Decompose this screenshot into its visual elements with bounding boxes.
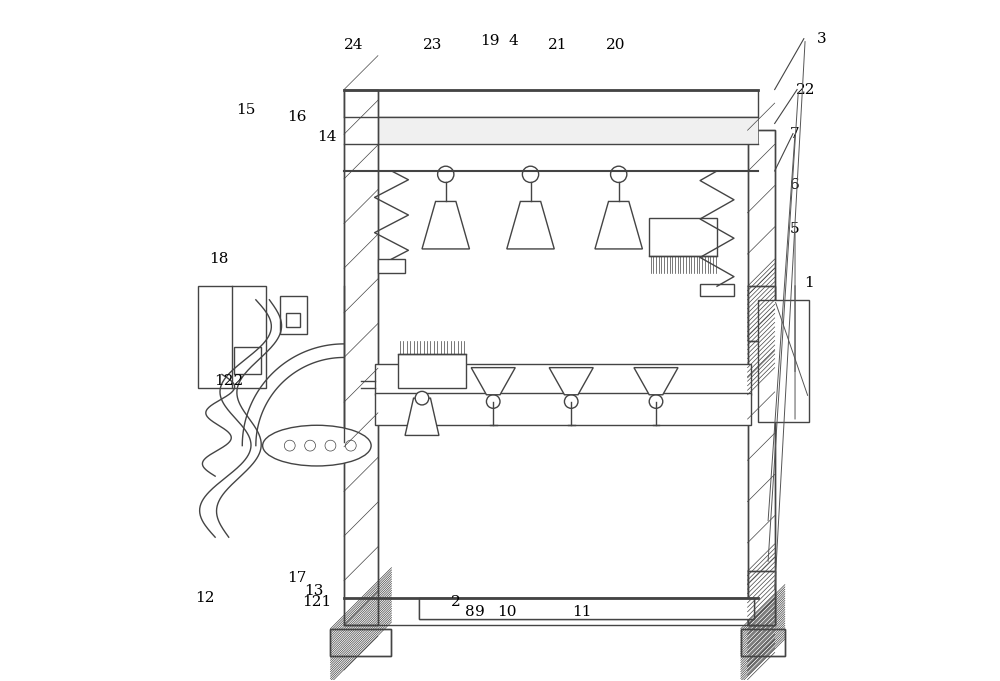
Text: 9: 9 <box>475 605 485 619</box>
Bar <box>741 629 785 656</box>
Text: 19: 19 <box>480 34 500 48</box>
Polygon shape <box>471 368 515 395</box>
Bar <box>758 300 809 422</box>
Text: 24: 24 <box>344 38 364 52</box>
Polygon shape <box>549 368 593 395</box>
Circle shape <box>284 440 295 451</box>
Text: 7: 7 <box>790 127 800 141</box>
Bar <box>700 284 734 296</box>
Text: 12: 12 <box>195 591 215 605</box>
Bar <box>748 130 775 625</box>
Polygon shape <box>422 202 469 249</box>
Bar <box>344 90 378 625</box>
Circle shape <box>345 440 356 451</box>
Text: 2: 2 <box>451 595 461 609</box>
Polygon shape <box>405 398 439 435</box>
Bar <box>748 286 775 340</box>
Text: 4: 4 <box>509 34 518 48</box>
Circle shape <box>522 166 539 183</box>
Bar <box>375 364 751 395</box>
Bar <box>748 286 775 340</box>
Circle shape <box>325 440 336 451</box>
Text: 20: 20 <box>606 38 625 52</box>
Bar <box>419 598 754 618</box>
Text: 17: 17 <box>287 571 306 585</box>
Text: 16: 16 <box>287 110 306 124</box>
Text: 13: 13 <box>304 584 323 599</box>
Bar <box>375 393 751 425</box>
Bar <box>748 571 775 625</box>
Text: 18: 18 <box>209 252 228 266</box>
Text: 5: 5 <box>790 221 800 236</box>
Circle shape <box>415 392 429 405</box>
Bar <box>280 296 307 334</box>
Circle shape <box>438 166 454 183</box>
Bar <box>419 598 754 618</box>
Text: 1: 1 <box>804 276 813 290</box>
Circle shape <box>649 395 663 409</box>
Bar <box>234 347 261 375</box>
Text: 6: 6 <box>790 178 800 191</box>
Circle shape <box>486 395 500 409</box>
Circle shape <box>305 440 316 451</box>
Bar <box>344 90 758 116</box>
Bar <box>748 130 775 625</box>
Circle shape <box>611 166 627 183</box>
Circle shape <box>564 395 578 409</box>
Text: 11: 11 <box>572 605 591 619</box>
Bar <box>378 259 405 272</box>
Bar <box>649 219 717 256</box>
Text: 14: 14 <box>317 130 337 144</box>
Text: 8: 8 <box>465 605 474 619</box>
Bar <box>344 90 378 625</box>
Bar <box>330 629 391 656</box>
Polygon shape <box>595 202 642 249</box>
Bar <box>330 629 391 656</box>
Bar <box>198 286 266 388</box>
Polygon shape <box>507 202 554 249</box>
Text: 122: 122 <box>214 374 243 388</box>
Text: 22: 22 <box>795 82 815 97</box>
Bar <box>398 354 466 388</box>
Text: 10: 10 <box>497 605 517 619</box>
Bar <box>741 629 785 656</box>
Text: 23: 23 <box>422 38 442 52</box>
Text: 3: 3 <box>817 32 827 46</box>
Bar <box>344 116 758 144</box>
Text: 121: 121 <box>302 595 332 609</box>
Bar <box>748 571 775 625</box>
Polygon shape <box>634 368 678 395</box>
Text: 15: 15 <box>236 103 255 117</box>
Bar <box>286 313 300 327</box>
Ellipse shape <box>263 425 371 466</box>
Text: 21: 21 <box>548 38 567 52</box>
